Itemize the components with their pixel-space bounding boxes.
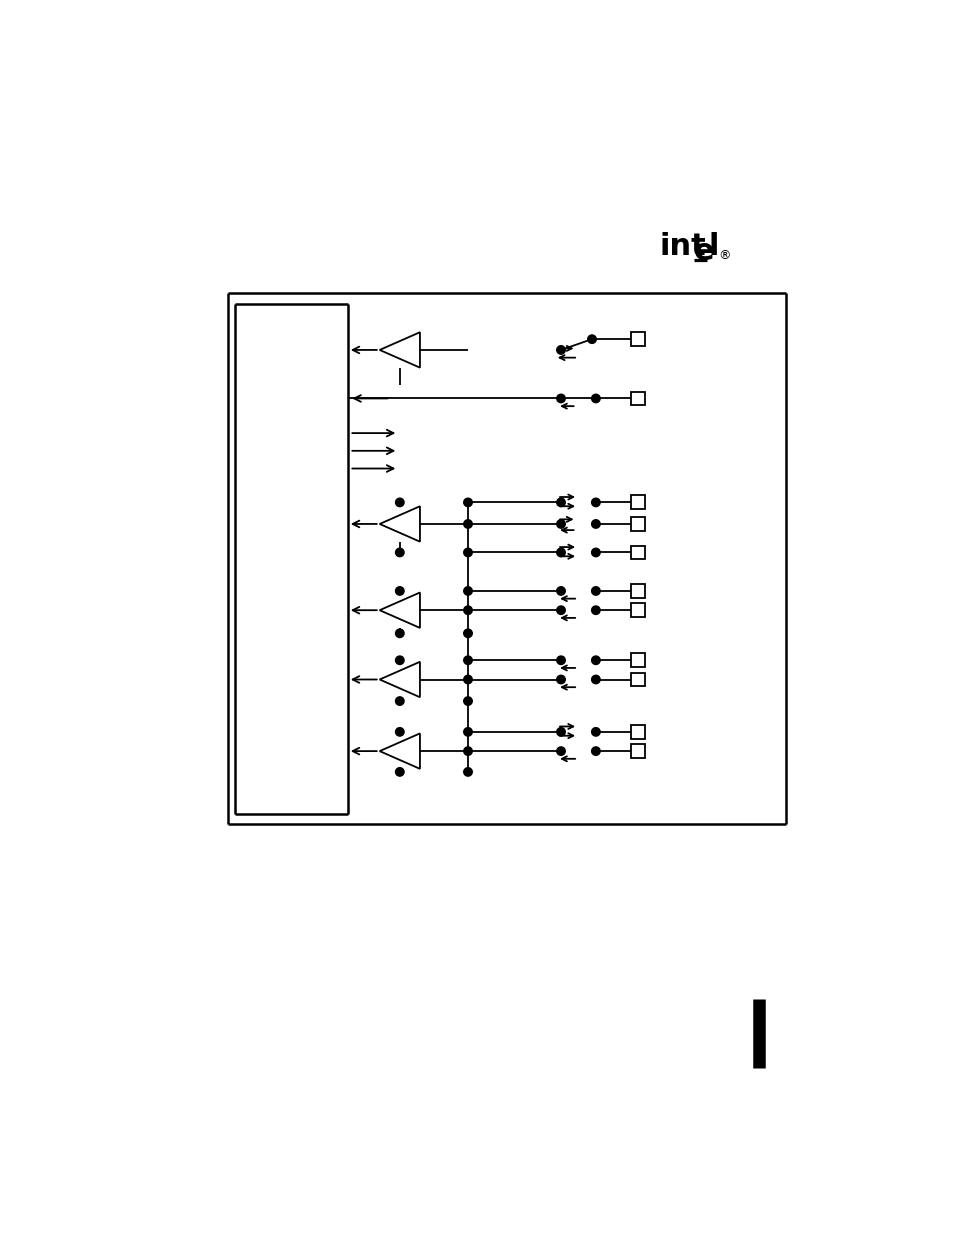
Circle shape — [395, 498, 404, 506]
Circle shape — [395, 697, 404, 705]
Circle shape — [591, 606, 599, 615]
Circle shape — [591, 548, 599, 557]
Bar — [630, 653, 644, 667]
Bar — [630, 584, 644, 598]
Circle shape — [395, 587, 404, 595]
Circle shape — [557, 587, 565, 595]
Circle shape — [463, 606, 472, 615]
Circle shape — [463, 747, 472, 756]
Bar — [630, 332, 644, 346]
Circle shape — [557, 727, 565, 736]
Text: int: int — [659, 232, 705, 262]
Circle shape — [395, 656, 404, 664]
Circle shape — [395, 548, 404, 557]
Bar — [630, 546, 644, 559]
Circle shape — [463, 697, 472, 705]
Circle shape — [463, 656, 472, 664]
Circle shape — [395, 727, 404, 736]
Circle shape — [463, 548, 472, 557]
Circle shape — [587, 335, 596, 343]
Circle shape — [557, 394, 565, 403]
Circle shape — [395, 768, 404, 776]
Bar — [630, 725, 644, 739]
Circle shape — [557, 346, 565, 354]
Circle shape — [591, 520, 599, 529]
Bar — [630, 391, 644, 405]
Circle shape — [591, 587, 599, 595]
Bar — [630, 495, 644, 509]
Circle shape — [463, 520, 472, 529]
Circle shape — [591, 747, 599, 756]
Circle shape — [557, 656, 565, 664]
Circle shape — [591, 656, 599, 664]
Circle shape — [395, 629, 404, 637]
Text: ®: ® — [718, 249, 730, 263]
Circle shape — [557, 520, 565, 529]
Text: l: l — [707, 232, 718, 262]
Bar — [630, 745, 644, 758]
Circle shape — [557, 747, 565, 756]
Circle shape — [463, 727, 472, 736]
Circle shape — [591, 727, 599, 736]
Bar — [630, 603, 644, 618]
Circle shape — [591, 394, 599, 403]
Circle shape — [591, 498, 599, 506]
Circle shape — [463, 676, 472, 684]
Circle shape — [557, 548, 565, 557]
Circle shape — [463, 768, 472, 776]
Circle shape — [463, 587, 472, 595]
Circle shape — [463, 498, 472, 506]
Bar — [630, 673, 644, 687]
Circle shape — [557, 606, 565, 615]
Circle shape — [591, 676, 599, 684]
Bar — [630, 517, 644, 531]
Circle shape — [557, 498, 565, 506]
Text: e: e — [693, 237, 714, 266]
Circle shape — [557, 676, 565, 684]
Circle shape — [463, 629, 472, 637]
